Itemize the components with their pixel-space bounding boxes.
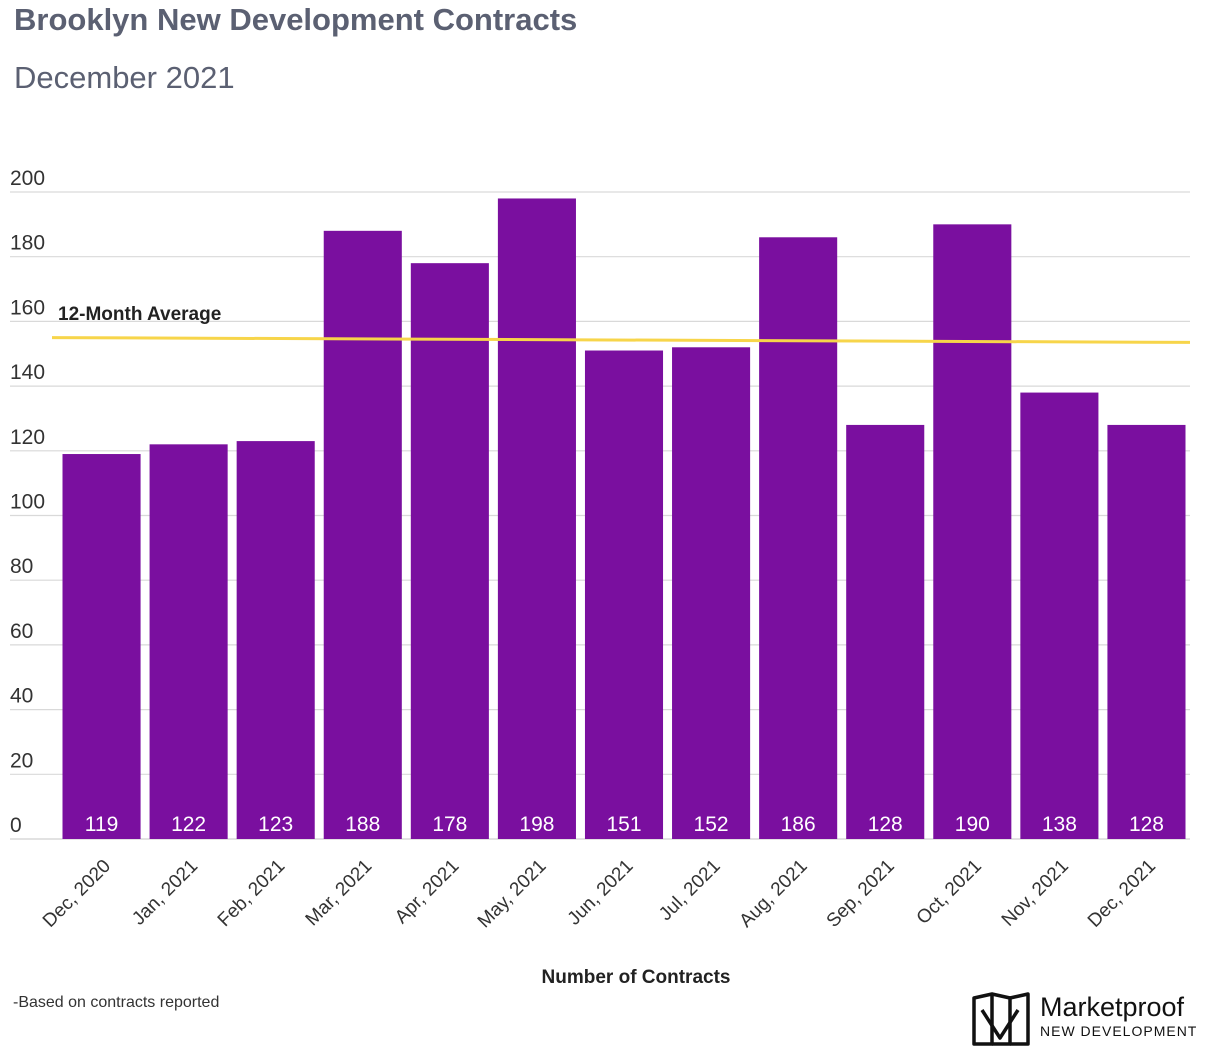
bar: [1020, 392, 1099, 839]
data-label: 188: [345, 813, 380, 836]
bar: [1107, 424, 1186, 839]
logo-name: Marketproof: [1040, 992, 1185, 1022]
x-tick-label: Dec, 2020: [39, 856, 115, 932]
x-tick-label: Mar, 2021: [302, 856, 377, 931]
x-tick-label: Aug, 2021: [736, 856, 812, 932]
marketproof-logo: Marketproof NEW DEVELOPMENT: [970, 990, 1210, 1048]
y-tick-label: 0: [10, 814, 22, 837]
y-tick-label: 40: [10, 685, 33, 708]
bar: [933, 224, 1012, 840]
data-label: 190: [955, 813, 990, 836]
y-tick-label: 180: [10, 232, 45, 255]
bar: [323, 230, 402, 839]
logo-mark-icon: [972, 992, 1030, 1046]
data-label: 198: [519, 813, 554, 836]
y-tick-label: 200: [10, 167, 45, 190]
chart-title: Brooklyn New Development Contracts: [14, 2, 578, 37]
x-tick-label: Jun, 2021: [564, 856, 638, 930]
data-label: 123: [258, 813, 293, 836]
bar: [149, 444, 228, 839]
x-tick-label: Oct, 2021: [913, 856, 986, 929]
x-tick-label: Nov, 2021: [998, 856, 1073, 931]
x-tick-label: May, 2021: [474, 856, 551, 933]
data-label: 119: [85, 813, 118, 836]
data-label: 128: [868, 813, 903, 836]
bar: [759, 237, 838, 840]
data-label: 122: [171, 813, 206, 836]
x-tick-label: Jul, 2021: [655, 856, 724, 925]
bar: [62, 454, 141, 839]
chart-subtitle: December 2021: [14, 60, 235, 95]
bar: [584, 350, 664, 839]
data-label: 151: [606, 813, 641, 836]
x-tick-label: Jan, 2021: [128, 856, 202, 930]
data-label: 152: [694, 813, 729, 836]
data-label: 186: [781, 813, 816, 836]
bar: [846, 424, 925, 839]
footnote: -Based on contracts reported: [13, 994, 220, 1011]
bar: [410, 263, 489, 839]
average-label: 12-Month Average: [58, 304, 221, 325]
y-tick-label: 20: [10, 749, 33, 772]
y-tick-label: 100: [10, 491, 45, 514]
bar: [497, 198, 576, 840]
y-tick-label: 60: [10, 620, 33, 643]
data-label: 178: [432, 813, 467, 836]
x-tick-label: Dec, 2021: [1084, 856, 1160, 932]
y-tick-label: 140: [10, 361, 45, 384]
data-label: 138: [1042, 813, 1077, 836]
data-label: 128: [1129, 813, 1164, 836]
x-axis-title: Number of Contracts: [542, 967, 731, 988]
x-tick-label: Apr, 2021: [391, 856, 463, 928]
y-tick-label: 160: [10, 296, 45, 319]
bar: [236, 441, 315, 839]
x-tick-label: Sep, 2021: [823, 856, 899, 932]
y-tick-label: 120: [10, 426, 45, 449]
bar: [672, 347, 751, 839]
bar-chart: 0 20 40 60 80 100 120 140 160 180 200 119 Dec, 2020 1…: [10, 167, 1191, 988]
average-line: [51, 336, 1191, 344]
x-tick-label: Feb, 2021: [214, 856, 289, 931]
y-tick-label: 80: [10, 555, 33, 578]
logo-tagline: NEW DEVELOPMENT: [1040, 1023, 1198, 1039]
